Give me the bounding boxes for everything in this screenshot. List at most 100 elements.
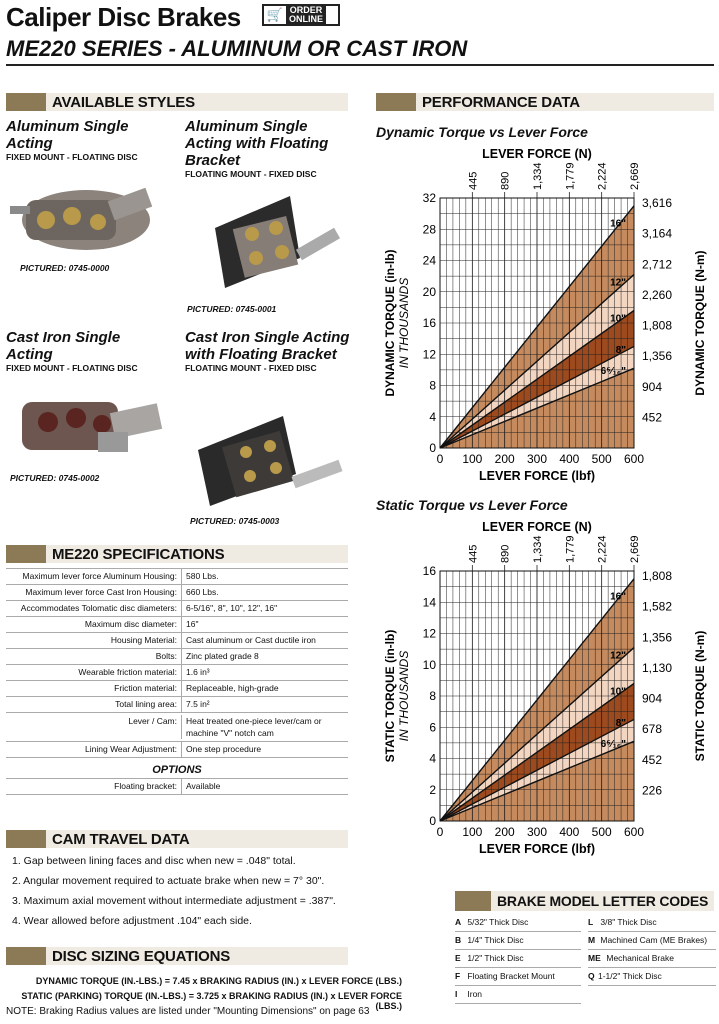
series-label: 16" [610,218,626,229]
y-tick-label: 0 [429,814,436,828]
list-item: 2. Angular movement required to actuate … [12,875,325,887]
order-online-button[interactable]: 🛒 ORDER ONLINE [262,4,340,26]
heading-marker [376,93,416,111]
series-label: 10" [610,686,626,697]
y-tick-label: 0 [429,441,436,455]
code-letter: F [455,971,461,981]
spec-key: Total lining area: [6,697,182,712]
y2-tick-label: 1,130 [642,661,672,675]
series-label: 6⁵⁄₁₆" [601,366,627,377]
series-line [439,345,635,449]
series-line [439,274,635,449]
x-tick-label: 400 [559,825,579,839]
spec-value: Available [186,781,221,791]
spec-value: Heat treated one-piece lever/cam or mach… [186,716,322,738]
pictured-label-1: PICTURED: 0745-0000 [20,263,110,273]
code-row: F Floating Bracket Mount [455,968,581,986]
code-row: E 1/2" Thick Disc [455,950,581,968]
spec-value: 660 Lbs. [186,587,219,597]
code-row: I Iron [455,986,581,1004]
series-line [439,578,635,822]
table-row: Lever / Cam: Heat treated one-piece lever… [6,713,348,742]
style-mount: FLOATING MOUNT - FIXED DISC [185,169,317,179]
code-letter: M [588,935,596,945]
style-card-3: Cast Iron Single Acting FIXED MOUNT - FL… [6,329,176,373]
y2-tick-label: 904 [642,380,662,394]
codes-heading: BRAKE MODEL LETTER CODES [497,893,709,909]
x-tick-label: 200 [495,825,515,839]
dynamic-torque-chart: 16"12"10"8"6⁵⁄₁₆"0 100 200 300 400 500 600LEVE… [383,147,707,483]
code-row: M Machined Cam (ME Brakes) [588,932,716,950]
series-line [439,205,635,449]
y-tick-label: 16 [423,564,437,578]
spec-value: 580 Lbs. [186,571,219,581]
code-row: L 3/8" Thick Disc [588,914,716,932]
style-card-1: Aluminum Single Acting FIXED MOUNT - FLO… [6,118,176,162]
style-mount: FIXED MOUNT - FLOATING DISC [6,363,138,373]
series-label: 12" [610,650,626,661]
y-tick-label: 8 [429,379,436,393]
table-row: Friction material: Replaceable, high-grad… [6,681,348,697]
x2-axis-label: LEVER FORCE (N) [482,520,592,534]
chart-title-dynamic: Dynamic Torque vs Lever Force [376,124,588,140]
x-axis-label: LEVER FORCE (lbf) [479,469,595,483]
table-row: Housing Material: Cast aluminum or Cast d… [6,633,348,649]
pictured-label-4: PICTURED: 0745-0003 [190,516,280,526]
x2-axis-label: LEVER FORCE (N) [482,147,592,161]
y-tick-label: 20 [423,285,437,299]
styles-heading: AVAILABLE STYLES [52,93,195,111]
options-heading: OPTIONS [6,758,348,779]
spec-value: 7.5 in² [186,699,210,709]
y2-tick-label: 2,712 [642,257,672,271]
series-label: 16" [610,591,626,602]
spec-key: Floating bracket: [6,779,182,794]
code-letter: I [455,989,458,999]
y2-axis-label: DYNAMIC TORQUE (N-m) [693,250,707,395]
y-tick-label: 10 [423,658,437,672]
spec-key: Wearable friction material: [6,665,182,680]
table-row: Maximum disc diameter: 16" [6,617,348,633]
x-tick-label: 0 [437,452,444,466]
code-letter: Q [588,971,595,981]
caliper-photo-3 [8,388,168,468]
code-desc: Machined Cam (ME Brakes) [600,935,708,945]
style-card-4: Cast Iron Single Acting with Floating Br… [185,329,355,373]
specs-heading: ME220 SPECIFICATIONS [52,545,225,563]
styles-heading-bar: AVAILABLE STYLES [6,93,348,111]
code-desc: 5/32" Thick Disc [467,917,529,927]
series-line [439,309,635,449]
code-letter: L [588,917,594,927]
cart-icon: 🛒 [266,7,284,22]
style-name: Aluminum Single Acting [6,118,129,152]
x2-tick-label: 890 [500,545,512,563]
page-title: Caliper Disc Brakes [6,2,241,32]
code-row: A 5/32" Thick Disc [455,914,581,932]
table-row: Wearable friction material: 1.6 in³ [6,665,348,681]
style-card-2: Aluminum Single Acting with Floating Bra… [185,118,355,179]
cam-heading-bar: CAM TRAVEL DATA [6,830,348,848]
x2-tick-label: 2,669 [629,162,641,190]
order-line1: ORDER [289,5,323,15]
x-tick-label: 0 [437,825,444,839]
x2-tick-label: 2,224 [597,535,609,563]
series-label: 10" [610,313,626,324]
plot-frame [439,197,635,449]
list-item: 4. Wear allowed before adjustment .104" … [12,915,252,927]
style-mount: FIXED MOUNT - FLOATING DISC [6,152,138,162]
style-name: Aluminum Single Acting with Floating Bra… [185,118,329,169]
page-subtitle: ME220 SERIES - ALUMINUM OR CAST IRON [6,36,468,61]
radius-note: NOTE: Braking Radius values are listed u… [6,1006,370,1017]
spec-key: Bolts: [6,649,182,664]
chart-title-static: Static Torque vs Lever Force [376,497,568,513]
series-line [439,682,635,822]
spec-key: Maximum lever force Aluminum Housing: [6,569,182,584]
list-item: 3. Maximum axial movement without interm… [12,895,336,907]
cam-heading: CAM TRAVEL DATA [52,830,190,848]
y2-tick-label: 3,164 [642,227,672,241]
x-tick-label: 500 [592,452,612,466]
code-letter: B [455,935,462,945]
spec-value: One step procedure [186,744,262,754]
x-axis-label: LEVER FORCE (lbf) [479,842,595,856]
y-axis-sublabel: IN THOUSANDS [397,651,411,742]
code-desc: Floating Bracket Mount [467,971,555,981]
